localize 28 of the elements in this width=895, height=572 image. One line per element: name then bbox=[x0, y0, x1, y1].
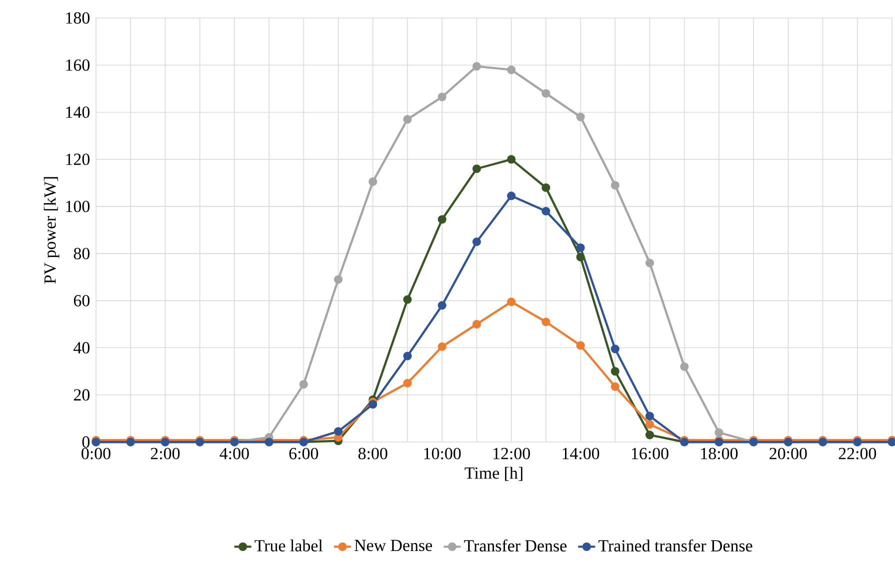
x-axis-title: Time [h] bbox=[464, 466, 522, 481]
y-tick-label: 140 bbox=[66, 106, 90, 118]
legend-label: Trained transfer Dense bbox=[598, 539, 752, 552]
x-tick-label: 14:00 bbox=[562, 448, 600, 460]
y-tick-label: 60 bbox=[74, 294, 90, 306]
x-tick-label: 22:00 bbox=[838, 448, 876, 460]
x-tick-label: 0:00 bbox=[82, 448, 110, 460]
y-tick-label: 120 bbox=[66, 154, 90, 166]
y-tick-label: 160 bbox=[66, 59, 90, 71]
x-tick-label: 18:00 bbox=[701, 448, 738, 460]
y-tick-label: 80 bbox=[74, 248, 90, 260]
x-tick-label: 10:00 bbox=[424, 448, 461, 460]
x-tick-label: 6:00 bbox=[289, 448, 318, 460]
y-tick-label: 0 bbox=[82, 436, 90, 448]
y-tick-label: 100 bbox=[66, 200, 90, 212]
legend-label: Transfer Dense bbox=[464, 539, 566, 552]
x-tick-label: 20:00 bbox=[770, 448, 807, 460]
x-tick-label: 16:00 bbox=[632, 448, 668, 460]
legend-label: New Dense bbox=[354, 540, 432, 552]
y-tick-label: 40 bbox=[74, 342, 90, 354]
x-tick-label: 12:00 bbox=[494, 448, 530, 460]
legend-label: True label bbox=[254, 540, 323, 552]
x-tick-label: 2:00 bbox=[150, 448, 180, 460]
y-tick-label: 180 bbox=[66, 12, 90, 24]
x-tick-label: 4:00 bbox=[220, 448, 249, 460]
x-tick-label: 8:00 bbox=[358, 448, 388, 460]
y-axis-title: PV power [kW] bbox=[44, 177, 60, 284]
y-tick-label: 20 bbox=[74, 389, 90, 401]
